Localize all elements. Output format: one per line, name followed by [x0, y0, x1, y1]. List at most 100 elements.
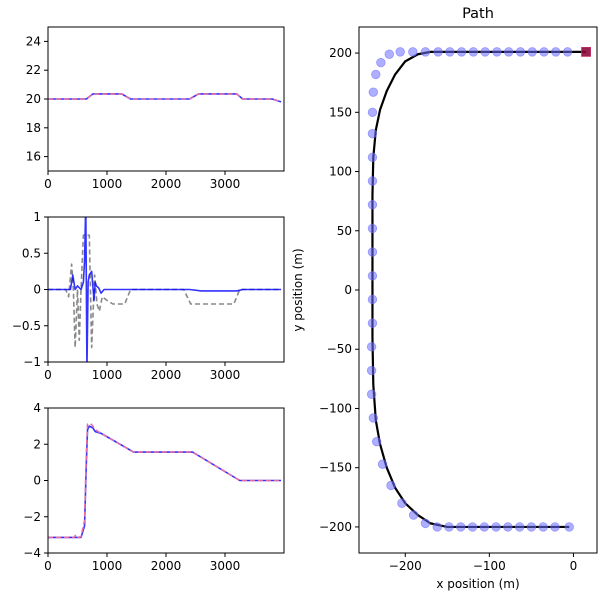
- waypoint-marker: [371, 69, 381, 80]
- y-tick-label: 20: [26, 92, 41, 106]
- waypoint-marker: [504, 47, 514, 57]
- waypoint-marker: [367, 294, 378, 305]
- waypoint-marker: [526, 522, 537, 532]
- waypoint-marker: [491, 522, 501, 532]
- plot-area: [48, 422, 282, 539]
- waypoint-marker: [527, 47, 537, 57]
- subplot-3: 0 1000 2000 3000 −4 −2 0 2 4: [23, 401, 285, 573]
- waypoint-marker: [366, 365, 377, 376]
- y-tick-label: 24: [26, 34, 41, 48]
- y-tick-label: 100: [329, 165, 352, 179]
- y-tick-label: 200: [329, 46, 352, 60]
- plot-area: [366, 46, 591, 532]
- plot-area: [48, 217, 282, 362]
- waypoint-marker: [492, 47, 502, 57]
- waypoint-marker: [367, 318, 378, 328]
- series-line-1: [48, 234, 282, 349]
- y-tick-label: 0.5: [22, 246, 41, 260]
- waypoint-marker: [408, 47, 418, 57]
- x-tick-label: 3000: [210, 559, 241, 573]
- waypoint-marker: [432, 522, 442, 532]
- y-tick-label: 16: [26, 150, 41, 164]
- waypoint-marker: [468, 47, 479, 57]
- waypoint-marker: [367, 152, 378, 163]
- waypoint-marker: [386, 480, 396, 491]
- waypoint-marker: [368, 413, 379, 423]
- y-tick-label: −0.5: [12, 319, 41, 333]
- waypoint-marker: [514, 522, 525, 532]
- waypoint-marker: [480, 47, 490, 57]
- waypoint-marker: [397, 498, 407, 508]
- waypoint-marker: [503, 522, 513, 532]
- axes-frame: [358, 26, 598, 554]
- waypoint-marker: [367, 223, 378, 234]
- y-tick-label: 1: [33, 210, 41, 224]
- waypoint-marker: [515, 47, 526, 57]
- x-tick-label: 3000: [210, 177, 241, 191]
- waypoint-marker: [367, 271, 378, 281]
- waypoint-marker: [408, 510, 419, 520]
- waypoint-marker: [368, 87, 379, 97]
- waypoint-marker: [366, 389, 377, 399]
- waypoint-marker: [551, 47, 561, 57]
- series-line-2: [48, 217, 282, 362]
- plot-area: [48, 93, 282, 103]
- end-point-marker: [581, 46, 591, 57]
- waypoint-marker: [456, 47, 467, 57]
- y-tick-label: −4: [23, 546, 41, 560]
- waypoint-marker: [395, 47, 405, 57]
- subplot-1: 0 1000 2000 3000 16 18 20 22 24: [26, 26, 285, 191]
- y-tick-label: −150: [319, 461, 352, 475]
- path-line: [371, 50, 587, 529]
- x-tick-label: 3000: [210, 368, 241, 382]
- waypoint-marker: [479, 522, 490, 532]
- x-tick-label: −200: [389, 559, 422, 573]
- y-tick-label: −2: [23, 510, 41, 524]
- y-tick-label: −1: [23, 355, 41, 369]
- waypoint-marker: [376, 57, 386, 68]
- y-tick-label: 2: [33, 437, 41, 451]
- y-tick-label: 18: [26, 121, 41, 135]
- y-tick-label: 0: [33, 474, 41, 488]
- waypoint-marker: [366, 342, 377, 352]
- x-tick-label: 0: [44, 177, 52, 191]
- series-line-1: [48, 425, 282, 539]
- waypoint-marker: [539, 47, 549, 57]
- x-tick-label: 2000: [151, 177, 182, 191]
- y-tick-label: −50: [327, 342, 352, 356]
- x-tick-label: −100: [473, 559, 506, 573]
- y-tick-label: −200: [319, 520, 352, 534]
- waypoint-marker: [444, 522, 454, 532]
- waypoint-marker: [467, 522, 478, 532]
- waypoint-marker: [420, 47, 431, 57]
- y-tick-label: 150: [329, 105, 352, 119]
- waypoint-marker: [550, 522, 560, 532]
- y-tick-label: −100: [319, 401, 352, 415]
- chart-title: Path: [462, 6, 494, 22]
- series-line-1: [48, 93, 282, 103]
- x-tick-label: 2000: [151, 559, 182, 573]
- y-tick-label: 4: [33, 401, 41, 415]
- y-axis-label: y position (m): [291, 248, 305, 331]
- waypoint-marker: [367, 107, 378, 118]
- subplot-4: −200 −100 0 −200 −150 −100 −50 0 50 100 150 200 Path…: [291, 6, 598, 591]
- waypoint-marker: [371, 436, 382, 447]
- y-tick-label: 22: [26, 63, 41, 77]
- x-tick-label: 1000: [92, 368, 123, 382]
- x-tick-label: 1000: [92, 177, 123, 191]
- waypoint-marker: [456, 522, 466, 532]
- x-tick-label: 1000: [92, 559, 123, 573]
- waypoint-marker: [367, 176, 378, 186]
- waypoint-marker: [562, 47, 573, 57]
- waypoint-marker: [384, 49, 394, 59]
- waypoint-marker: [538, 522, 548, 532]
- x-tick-label: 2000: [151, 368, 182, 382]
- y-tick-label: 0: [33, 283, 41, 297]
- series-line-2: [48, 422, 282, 539]
- waypoint-marker: [377, 459, 388, 469]
- y-tick-label: 50: [337, 224, 352, 238]
- waypoint-marker: [445, 47, 455, 57]
- x-tick-label: 0: [44, 559, 52, 573]
- waypoint-marker: [564, 522, 574, 532]
- y-tick-label: 0: [344, 283, 352, 297]
